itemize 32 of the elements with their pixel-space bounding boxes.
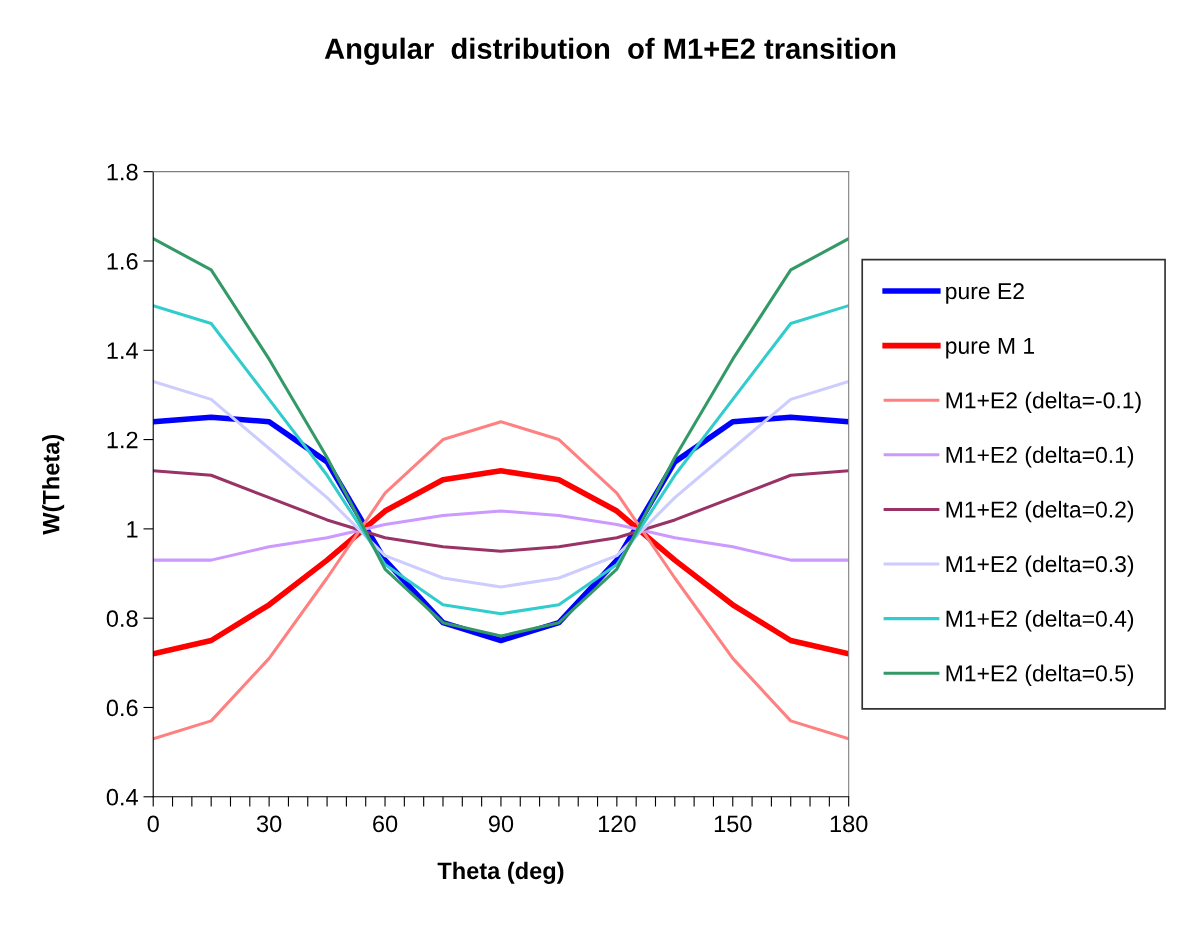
line-series bbox=[153, 420, 849, 741]
legend-label: M1+E2 (delta=-0.1) bbox=[946, 391, 1141, 414]
x-tick-label: 60 bbox=[373, 815, 398, 833]
x-tick-label: 120 bbox=[598, 815, 636, 833]
line-series bbox=[153, 237, 849, 638]
legend-label: pure M 1 bbox=[946, 337, 1035, 359]
y-tick-label: 0.4 bbox=[106, 788, 138, 806]
legend-label: M1+E2 (delta=0.1) bbox=[946, 446, 1134, 468]
line-series bbox=[153, 304, 849, 616]
y-tick-label: 1 bbox=[127, 521, 138, 538]
y-tick-label: 0.8 bbox=[106, 610, 138, 627]
line-series bbox=[153, 380, 849, 589]
x-tick-label: 150 bbox=[714, 815, 752, 833]
legend-label: M1+E2 (delta=0.3) bbox=[946, 555, 1134, 577]
legend-label: M1+E2 (delta=0.5) bbox=[946, 664, 1134, 686]
line-series bbox=[153, 509, 849, 562]
x-tick-label: 0 bbox=[147, 815, 159, 833]
y-axis-title: W(Theta) bbox=[42, 434, 65, 535]
x-tick-label: 180 bbox=[830, 815, 868, 833]
legend-label: M1+E2 (delta=0.2) bbox=[946, 500, 1134, 523]
y-tick-label: 0.6 bbox=[106, 699, 138, 717]
x-axis-title: Theta (deg) bbox=[437, 861, 564, 884]
y-tick-label: 1.2 bbox=[107, 431, 138, 449]
x-tick-label: 90 bbox=[488, 815, 514, 833]
x-tick-label: 30 bbox=[256, 815, 282, 833]
y-tick-label: 1.6 bbox=[107, 253, 138, 270]
y-tick-label: 1.4 bbox=[107, 342, 138, 359]
legend-label: pure E2 bbox=[946, 283, 1024, 304]
line-series bbox=[153, 469, 849, 553]
legend-label: M1+E2 (delta=0.4) bbox=[946, 610, 1134, 632]
y-tick-label: 1.8 bbox=[107, 163, 138, 181]
chart-title: Angular distribution of M1+E2 transition bbox=[324, 37, 896, 65]
